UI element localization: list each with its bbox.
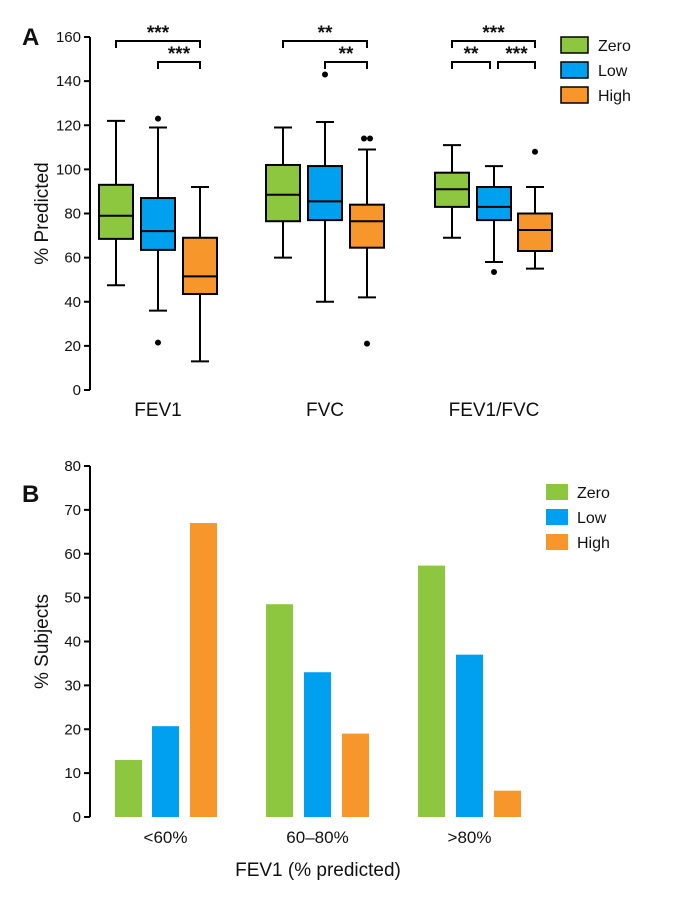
- legend-swatch-low: [546, 509, 568, 525]
- y-tick-label: 140: [56, 73, 81, 90]
- y-tick-label: 60: [64, 250, 81, 267]
- bar-zero: [266, 604, 293, 817]
- outlier-point: [361, 135, 367, 142]
- y-tick-label: 80: [64, 458, 81, 475]
- bar-low: [456, 654, 483, 817]
- outlier-point: [364, 340, 370, 347]
- y-tick-label: 0: [73, 809, 81, 826]
- y-tick-label: 0: [73, 382, 81, 399]
- outlier-point: [491, 268, 497, 275]
- y-tick-label: 50: [64, 590, 81, 607]
- y-axis-label: % Subjects: [32, 594, 53, 689]
- legend-label: Zero: [577, 485, 610, 502]
- significance-bracket: [497, 61, 536, 69]
- significance-label: **: [464, 44, 479, 65]
- x-tick-label: 60–80%: [286, 828, 348, 847]
- box-zero: [98, 183, 134, 240]
- significance-bracket: [157, 61, 201, 69]
- legend-label: Zero: [598, 38, 631, 55]
- significance-bracket: [115, 40, 201, 48]
- significance-bracket: [451, 61, 491, 69]
- y-tick-label: 40: [64, 634, 81, 651]
- significance-bracket: [324, 61, 368, 69]
- legend-label: High: [577, 535, 610, 552]
- y-tick-label: 60: [64, 546, 81, 563]
- y-tick-label: 30: [64, 677, 81, 694]
- y-tick-label: 20: [64, 338, 81, 355]
- legend-label: High: [598, 88, 631, 105]
- y-axis-label: % Predicted: [32, 162, 53, 264]
- outlier-point: [155, 339, 161, 346]
- x-tick-label: FVC: [306, 400, 344, 421]
- x-tick-label: >80%: [448, 828, 492, 847]
- bar-zero: [418, 565, 445, 817]
- box-zero: [265, 163, 301, 223]
- y-tick-label: 40: [64, 294, 81, 311]
- outlier-point: [322, 71, 328, 78]
- significance-label: ***: [482, 23, 505, 44]
- box-high: [517, 212, 553, 253]
- y-tick-label: 120: [56, 117, 81, 134]
- legend-swatch-low: [560, 61, 589, 79]
- box-low: [307, 165, 343, 222]
- x-tick-label: <60%: [144, 828, 188, 847]
- legend-swatch-zero: [546, 484, 568, 500]
- bar-low: [304, 672, 331, 817]
- x-tick-label: FEV1/FVC: [449, 400, 540, 421]
- bar-zero: [115, 759, 142, 817]
- y-tick-label: 10: [64, 765, 81, 782]
- significance-label: ***: [505, 44, 528, 65]
- legend-label: Low: [577, 510, 607, 527]
- significance-label: **: [318, 23, 333, 44]
- bar-low: [152, 726, 179, 817]
- y-tick-label: 20: [64, 721, 81, 738]
- y-tick-label: 100: [56, 161, 81, 178]
- legend-label: Low: [598, 63, 628, 80]
- significance-label: ***: [147, 23, 170, 44]
- box-high: [349, 203, 385, 249]
- legend-swatch-high: [560, 86, 589, 104]
- legend-swatch-high: [546, 534, 568, 550]
- x-tick-label: FEV1: [134, 400, 182, 421]
- panel-label: B: [22, 481, 39, 508]
- bar-high: [342, 733, 369, 817]
- outlier-point: [367, 135, 373, 142]
- y-tick-label: 160: [56, 29, 81, 46]
- box-low: [140, 197, 176, 251]
- box-low: [476, 186, 512, 222]
- bar-high: [190, 523, 217, 817]
- significance-bracket: [282, 40, 368, 48]
- box-high: [182, 236, 218, 296]
- panel-label: A: [22, 24, 39, 51]
- bar-high: [494, 790, 521, 817]
- outlier-point: [155, 115, 161, 122]
- x-axis-label: FEV1 (% predicted): [235, 860, 401, 881]
- significance-label: ***: [168, 44, 191, 65]
- outlier-point: [532, 148, 538, 155]
- y-tick-label: 70: [64, 502, 81, 519]
- legend-swatch-zero: [560, 36, 589, 54]
- significance-bracket: [451, 40, 536, 48]
- y-tick-label: 80: [64, 206, 81, 223]
- significance-label: **: [339, 44, 354, 65]
